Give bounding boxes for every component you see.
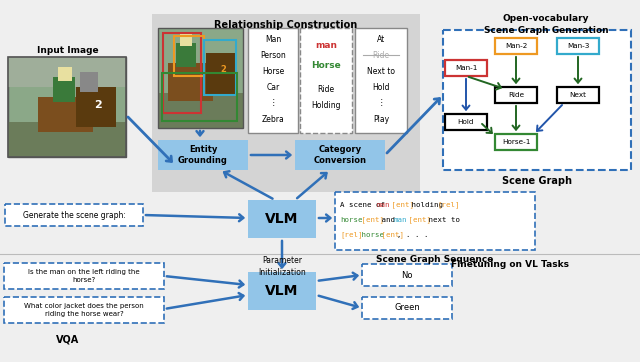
Text: Horse: Horse bbox=[262, 67, 284, 76]
Text: Relationship Construction: Relationship Construction bbox=[214, 20, 358, 30]
Text: Scene Graph Sequence: Scene Graph Sequence bbox=[376, 255, 493, 264]
Text: [ent]: [ent] bbox=[404, 216, 431, 223]
Bar bbox=[443, 30, 631, 170]
Text: [ent]: [ent] bbox=[377, 232, 404, 238]
Bar bbox=[362, 264, 452, 286]
Text: Scene Graph: Scene Graph bbox=[502, 176, 572, 186]
Text: Generate the scene graph:: Generate the scene graph: bbox=[22, 210, 125, 219]
Text: Hold: Hold bbox=[458, 119, 474, 125]
Bar bbox=[163, 33, 201, 113]
Bar bbox=[8, 122, 126, 157]
Text: [ent]: [ent] bbox=[387, 202, 414, 209]
Text: At: At bbox=[377, 34, 385, 43]
Text: and: and bbox=[377, 217, 399, 223]
Bar bbox=[295, 140, 385, 170]
Bar bbox=[495, 38, 537, 54]
Bar bbox=[38, 97, 93, 132]
Text: Horse-1: Horse-1 bbox=[502, 139, 530, 145]
Text: man: man bbox=[377, 202, 390, 208]
Bar bbox=[5, 204, 143, 226]
Text: Man-3: Man-3 bbox=[567, 43, 589, 49]
Text: next to: next to bbox=[424, 217, 460, 223]
Text: man: man bbox=[394, 217, 407, 223]
Text: , . . .: , . . . bbox=[397, 232, 428, 238]
Text: No: No bbox=[401, 270, 413, 279]
Text: Green: Green bbox=[394, 303, 420, 312]
Bar bbox=[158, 140, 248, 170]
Bar bbox=[248, 272, 316, 310]
Text: What color jacket does the person
riding the horse wear?: What color jacket does the person riding… bbox=[24, 303, 144, 317]
Text: Play: Play bbox=[373, 114, 389, 123]
Text: Next to: Next to bbox=[367, 67, 395, 76]
Bar bbox=[4, 297, 164, 323]
Text: [rel]: [rel] bbox=[437, 202, 460, 209]
Text: Open-vocabulary
Scene Graph Generation: Open-vocabulary Scene Graph Generation bbox=[484, 14, 608, 35]
Bar bbox=[206, 53, 236, 95]
Bar bbox=[180, 34, 192, 46]
Text: ⋮: ⋮ bbox=[269, 98, 277, 108]
Text: [ent]: [ent] bbox=[356, 216, 384, 223]
Bar bbox=[76, 87, 116, 127]
Text: Hold: Hold bbox=[372, 83, 390, 92]
Bar bbox=[355, 28, 407, 133]
Bar bbox=[158, 93, 243, 128]
Bar bbox=[8, 57, 126, 157]
Bar bbox=[445, 60, 487, 76]
Bar bbox=[162, 73, 237, 121]
Bar bbox=[495, 87, 537, 103]
Bar bbox=[176, 43, 196, 67]
Bar bbox=[445, 114, 487, 130]
Text: 2: 2 bbox=[94, 100, 102, 110]
Bar bbox=[80, 72, 98, 92]
Bar bbox=[4, 263, 164, 289]
Text: Man: Man bbox=[265, 34, 281, 43]
Text: Next: Next bbox=[570, 92, 586, 98]
Text: Person: Person bbox=[260, 51, 286, 59]
Bar bbox=[152, 14, 420, 192]
Text: Car: Car bbox=[266, 83, 280, 92]
Text: Ride: Ride bbox=[372, 51, 390, 59]
Text: Man-1: Man-1 bbox=[455, 65, 477, 71]
Text: A scene of: A scene of bbox=[340, 202, 390, 208]
Text: holding: holding bbox=[407, 202, 447, 208]
Bar bbox=[8, 57, 126, 87]
Text: 2: 2 bbox=[220, 66, 226, 75]
Text: Holding: Holding bbox=[311, 101, 340, 110]
Text: Ride: Ride bbox=[508, 92, 524, 98]
Text: Horse: Horse bbox=[311, 62, 341, 71]
Bar bbox=[335, 192, 535, 250]
Text: VQA: VQA bbox=[56, 334, 79, 344]
Bar bbox=[362, 297, 452, 319]
Text: horse: horse bbox=[356, 232, 384, 238]
Text: Ride: Ride bbox=[317, 85, 335, 94]
Bar bbox=[557, 87, 599, 103]
Bar bbox=[53, 77, 75, 102]
Bar bbox=[248, 200, 316, 238]
Text: VLM: VLM bbox=[266, 212, 299, 226]
Bar bbox=[557, 38, 599, 54]
Bar bbox=[158, 28, 243, 128]
Text: ⋮: ⋮ bbox=[377, 98, 385, 108]
Bar bbox=[58, 67, 72, 81]
Text: horse: horse bbox=[340, 217, 362, 223]
Text: Is the man on the left riding the
horse?: Is the man on the left riding the horse? bbox=[28, 269, 140, 283]
Bar bbox=[248, 28, 298, 133]
Text: Man-2: Man-2 bbox=[505, 43, 527, 49]
Bar bbox=[8, 57, 126, 157]
Bar bbox=[174, 36, 204, 76]
Text: [rel]: [rel] bbox=[340, 232, 362, 238]
Bar bbox=[495, 134, 537, 150]
Bar bbox=[204, 40, 236, 95]
Bar bbox=[168, 63, 213, 101]
Bar bbox=[300, 28, 352, 133]
Text: Parameter
Initialization: Parameter Initialization bbox=[258, 256, 306, 277]
Text: Finetuning on VL Tasks: Finetuning on VL Tasks bbox=[451, 260, 569, 269]
Text: Zebra: Zebra bbox=[262, 114, 284, 123]
Text: Input Image: Input Image bbox=[37, 46, 99, 55]
Text: Category
Conversion: Category Conversion bbox=[314, 145, 367, 165]
Bar bbox=[158, 28, 243, 128]
Text: man: man bbox=[315, 42, 337, 51]
Text: Entity
Grounding: Entity Grounding bbox=[178, 145, 228, 165]
Text: VLM: VLM bbox=[266, 284, 299, 298]
